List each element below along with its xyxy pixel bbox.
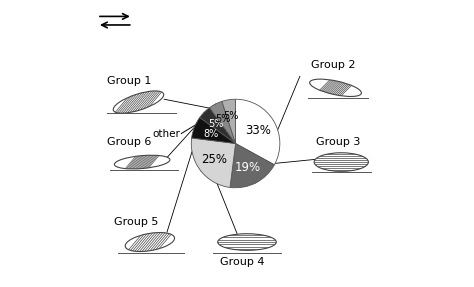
Wedge shape xyxy=(222,99,236,144)
Text: Group 6: Group 6 xyxy=(107,137,151,147)
Wedge shape xyxy=(236,99,280,165)
Ellipse shape xyxy=(310,79,361,96)
Ellipse shape xyxy=(218,234,276,250)
Text: 33%: 33% xyxy=(245,124,271,137)
Text: 5%: 5% xyxy=(209,119,224,129)
Wedge shape xyxy=(191,117,236,144)
Text: Group 5: Group 5 xyxy=(114,217,158,227)
Wedge shape xyxy=(230,144,274,188)
Wedge shape xyxy=(210,101,236,144)
Text: Group 1: Group 1 xyxy=(107,76,151,86)
Text: 19%: 19% xyxy=(235,162,261,174)
Text: other: other xyxy=(152,129,180,139)
Ellipse shape xyxy=(125,232,174,251)
Text: Group 2: Group 2 xyxy=(310,60,355,70)
Text: 25%: 25% xyxy=(201,153,228,166)
Text: Group 4: Group 4 xyxy=(220,257,264,267)
Text: 5%: 5% xyxy=(215,114,231,124)
Text: 8%: 8% xyxy=(203,129,219,139)
Wedge shape xyxy=(200,108,236,144)
Ellipse shape xyxy=(113,91,164,113)
Text: Group 3: Group 3 xyxy=(316,137,360,147)
Text: 5%: 5% xyxy=(224,111,239,121)
Wedge shape xyxy=(191,138,236,187)
Ellipse shape xyxy=(314,153,368,171)
Ellipse shape xyxy=(114,155,170,169)
